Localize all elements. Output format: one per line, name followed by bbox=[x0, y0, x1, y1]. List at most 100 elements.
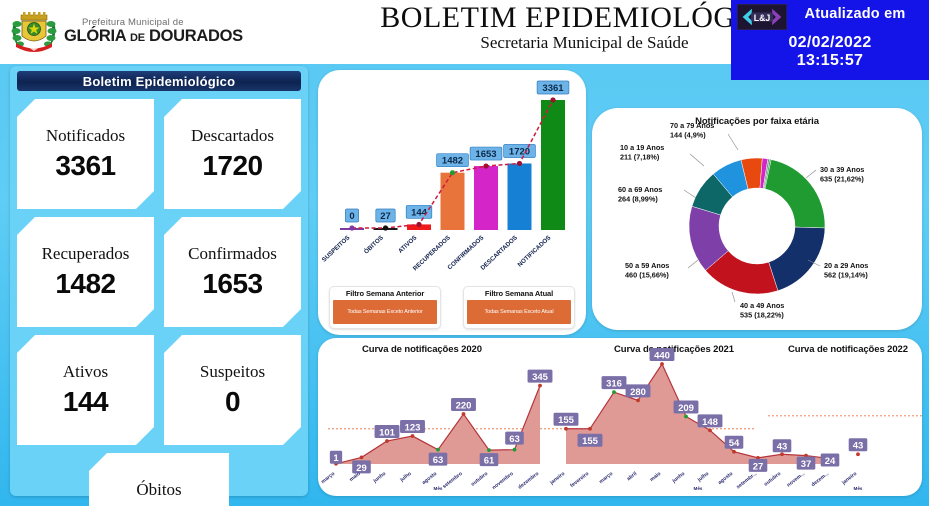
donut-slice-label: 60 a 69 Anos bbox=[618, 185, 662, 194]
curve-month-label: novem... bbox=[786, 471, 807, 489]
curve-point bbox=[436, 447, 440, 452]
brand-text: Prefeitura Municipal de GLÓRIA DE DOURAD… bbox=[64, 18, 243, 45]
curve-value-pill bbox=[772, 439, 792, 453]
brand-name-de: DE bbox=[130, 32, 145, 45]
curve-value-pill bbox=[649, 348, 675, 361]
curve-month-label: junho bbox=[372, 471, 388, 485]
bar-ativos bbox=[407, 224, 431, 230]
kpi-label: Descartados bbox=[190, 126, 275, 145]
kpi-card-confirmados[interactable]: Confirmados 1653 bbox=[164, 217, 301, 327]
curve-value-label: 1 bbox=[333, 453, 339, 464]
curve-chart[interactable]: 1 março 29 maio 101 junho 123 julho 63 agosto 220 s… bbox=[318, 338, 922, 496]
curve-value-pill bbox=[697, 414, 723, 428]
curve-month-label: agosto bbox=[717, 471, 734, 486]
curve-title-2020: Curva de notificações 2020 bbox=[362, 344, 482, 355]
kpi-value: 0 bbox=[224, 386, 241, 417]
title-block: BOLETIM EPIDEMIOLÓGICO Secretaria Munici… bbox=[240, 0, 929, 64]
curve-point bbox=[588, 426, 592, 431]
brand-name-part1: GLÓRIA bbox=[64, 27, 131, 46]
curve-axis-label-mes: Mês bbox=[694, 486, 703, 491]
curve-month-label: novembro bbox=[491, 471, 514, 491]
coat-of-arms-icon bbox=[11, 12, 57, 52]
curve-point bbox=[660, 362, 664, 366]
kpi-value: 1720 bbox=[202, 150, 263, 181]
brand-name-part2: DOURADOS bbox=[144, 27, 243, 46]
curve-value-label: 148 bbox=[702, 417, 718, 428]
donut-slice-label: 562 (19,14%) bbox=[824, 271, 868, 280]
bar-value-label: 1653 bbox=[475, 149, 496, 160]
curve-value-pill bbox=[479, 453, 499, 467]
curve-value-pill bbox=[820, 453, 840, 467]
curve-title-2022: Curva de notificações 2022 bbox=[788, 344, 908, 355]
age-donut-panel: Notificações por faixa etária 30 a 39 An… bbox=[592, 108, 922, 330]
kpi-value: 1653 bbox=[202, 268, 263, 299]
curve-value-label: 155 bbox=[582, 436, 599, 447]
kpi-card-descartados[interactable]: Descartados 1720 bbox=[164, 99, 301, 209]
donut-slice-label: 10 a 19 Anos bbox=[620, 143, 664, 152]
kpi-card-obitos[interactable]: Óbitos 27 bbox=[89, 453, 229, 506]
kpi-label: Ativos bbox=[62, 362, 109, 381]
donut-callout-line bbox=[687, 259, 699, 269]
bar-category-label: SUSPEITOS bbox=[321, 234, 352, 263]
curve-point bbox=[636, 398, 640, 403]
trend-marker bbox=[449, 170, 456, 176]
filter-button-todas-semanas-exceto-anterior[interactable]: Todas Semanas Exceto Anterior bbox=[333, 300, 437, 324]
curve-month-label: setembr... bbox=[735, 471, 758, 491]
curve-point bbox=[487, 448, 491, 453]
kpi-row: Recuperados 1482 Confirmados 1653 bbox=[17, 217, 301, 327]
curve-value-label: 27 bbox=[753, 461, 764, 472]
bar-value-label: 0 bbox=[349, 211, 354, 222]
donut-slice-other-9 bbox=[763, 158, 772, 190]
curve-value-label: 220 bbox=[456, 400, 472, 411]
bar-chart[interactable]: 0SUSPEITOS27ÓBITOS144ATIVOS1482RECUPERAD… bbox=[318, 70, 586, 285]
curve-month-label: março bbox=[598, 471, 614, 485]
bar-value-pill bbox=[536, 80, 570, 95]
kpi-panel-title: Boletim Epidemiológico bbox=[17, 71, 301, 91]
curve-point bbox=[538, 383, 542, 388]
curve-value-label: 345 bbox=[532, 372, 549, 383]
curve-point bbox=[461, 412, 466, 416]
kpi-row: Óbitos 27 bbox=[17, 453, 301, 506]
curve-value-pill bbox=[374, 425, 400, 439]
curve-value-label: 123 bbox=[405, 422, 421, 433]
curve-point bbox=[780, 452, 784, 457]
curve-area-2020 bbox=[336, 385, 540, 464]
curve-value-pill bbox=[601, 376, 627, 390]
trend-marker bbox=[416, 221, 422, 228]
curve-value-pill bbox=[673, 400, 699, 414]
donut-callout-line bbox=[727, 133, 739, 151]
page-subtitle: Secretaria Municipal de Saúde bbox=[480, 33, 689, 53]
kpi-label: Recuperados bbox=[41, 244, 130, 263]
kpi-card-ativos[interactable]: Ativos 144 bbox=[17, 335, 154, 445]
filter-button-group: Filtro Semana Anterior Todas Semanas Exc… bbox=[318, 286, 586, 329]
donut-callout-line bbox=[683, 189, 697, 199]
curve-month-label: setembro bbox=[442, 471, 464, 490]
curve-value-label: 24 bbox=[825, 456, 836, 467]
curve-point bbox=[410, 434, 415, 438]
kpi-card-notificados[interactable]: Notificados 3361 bbox=[17, 99, 154, 209]
donut-callout-line bbox=[807, 259, 821, 267]
bar-descartados bbox=[507, 163, 532, 230]
curve-value-label: 209 bbox=[678, 403, 694, 414]
update-date: 02/02/2022 bbox=[788, 34, 872, 51]
kpi-value: 144 bbox=[62, 386, 109, 417]
bar-value-label: 144 bbox=[411, 207, 428, 218]
update-panel: L&J Atualizado em 02/02/2022 13:15:57 bbox=[731, 0, 929, 80]
curve-month-label: junho bbox=[671, 471, 687, 485]
brand-subtitle: Prefeitura Municipal de bbox=[82, 17, 184, 29]
curve-value-pill bbox=[505, 431, 524, 445]
curve-month-label: dezembro bbox=[517, 471, 540, 491]
filter-button-todas-semanas-exceto-atual[interactable]: Todas Semanas Exceto Atual bbox=[467, 300, 571, 324]
kpi-card-suspeitos[interactable]: Suspeitos 0 bbox=[164, 335, 301, 445]
curve-month-label: julho bbox=[696, 471, 710, 484]
kpi-row: Notificados 3361 Descartados 1720 bbox=[17, 99, 301, 209]
curve-month-label: outubro bbox=[763, 471, 782, 488]
donut-callout-line bbox=[689, 153, 705, 167]
curve-value-label: 101 bbox=[379, 427, 396, 438]
kpi-card-recuperados[interactable]: Recuperados 1482 bbox=[17, 217, 154, 327]
bar-category-label: ATIVOS bbox=[397, 234, 418, 255]
curve-month-label: abril bbox=[626, 471, 639, 483]
curve-point bbox=[804, 453, 808, 458]
bar-value-label: 3361 bbox=[542, 83, 564, 94]
